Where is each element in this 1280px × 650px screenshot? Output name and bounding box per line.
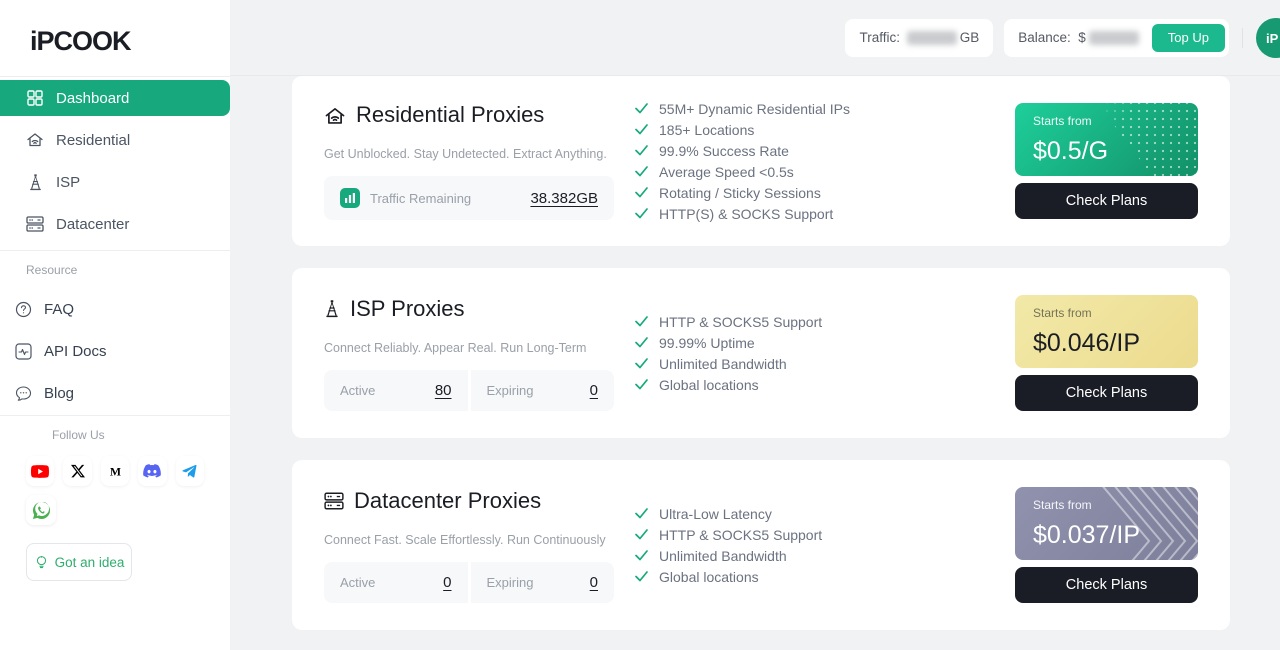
svg-text:iP: iP xyxy=(1266,31,1279,46)
svg-text:iPCOOK: iPCOOK xyxy=(30,27,132,56)
svg-text:M: M xyxy=(109,464,120,478)
